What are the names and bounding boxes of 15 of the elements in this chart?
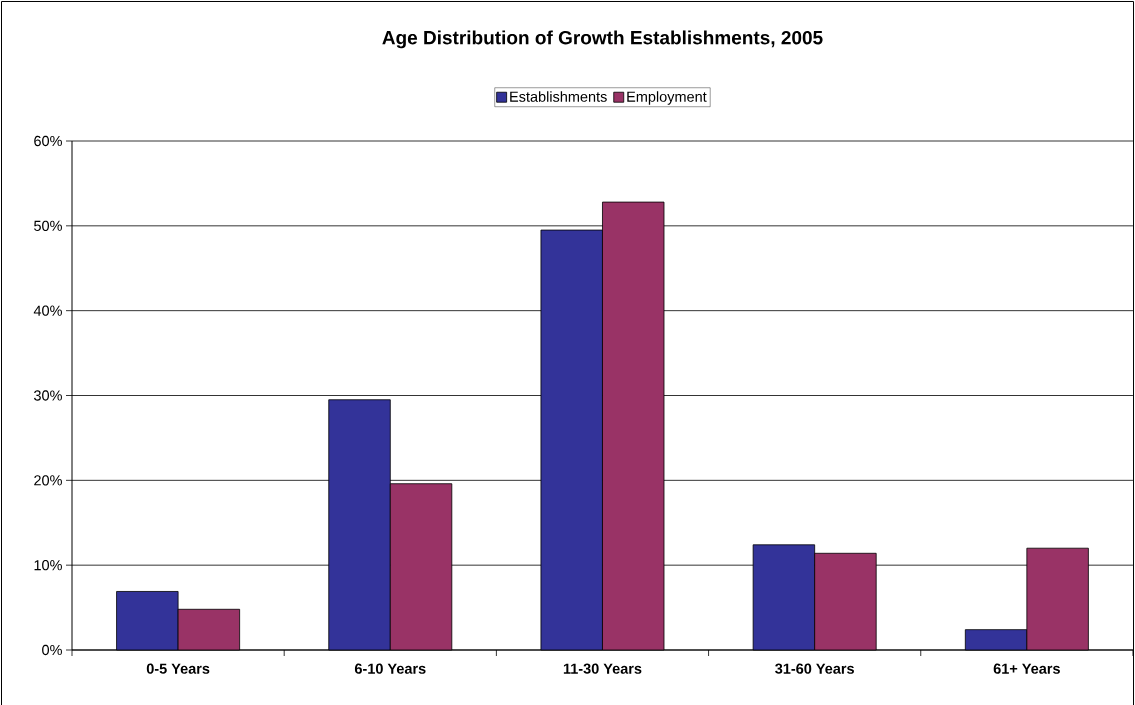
- chart-title: Age Distribution of Growth Establishments, 2005: [382, 30, 823, 49]
- x-tick-label: 0-5 Years: [146, 663, 210, 674]
- y-tick-label: 50%: [34, 220, 62, 231]
- x-tick-label: 6-10 Years: [354, 663, 426, 674]
- y-tick-label: 40%: [33, 305, 62, 316]
- y-tick-label: 0%: [42, 644, 62, 656]
- y-tick-label: 60%: [34, 135, 62, 147]
- y-tick-label: 20%: [34, 475, 62, 486]
- x-tick-label: 61+ Years: [993, 663, 1060, 674]
- legend-label: Employment: [627, 91, 707, 105]
- y-tick-label: 10%: [34, 560, 62, 571]
- x-tick-label: 11-30 Years: [563, 663, 642, 674]
- legend-label: Establishments: [510, 91, 607, 102]
- x-tick-label: 31-60 Years: [775, 663, 854, 674]
- y-tick-label: 30%: [34, 390, 62, 401]
